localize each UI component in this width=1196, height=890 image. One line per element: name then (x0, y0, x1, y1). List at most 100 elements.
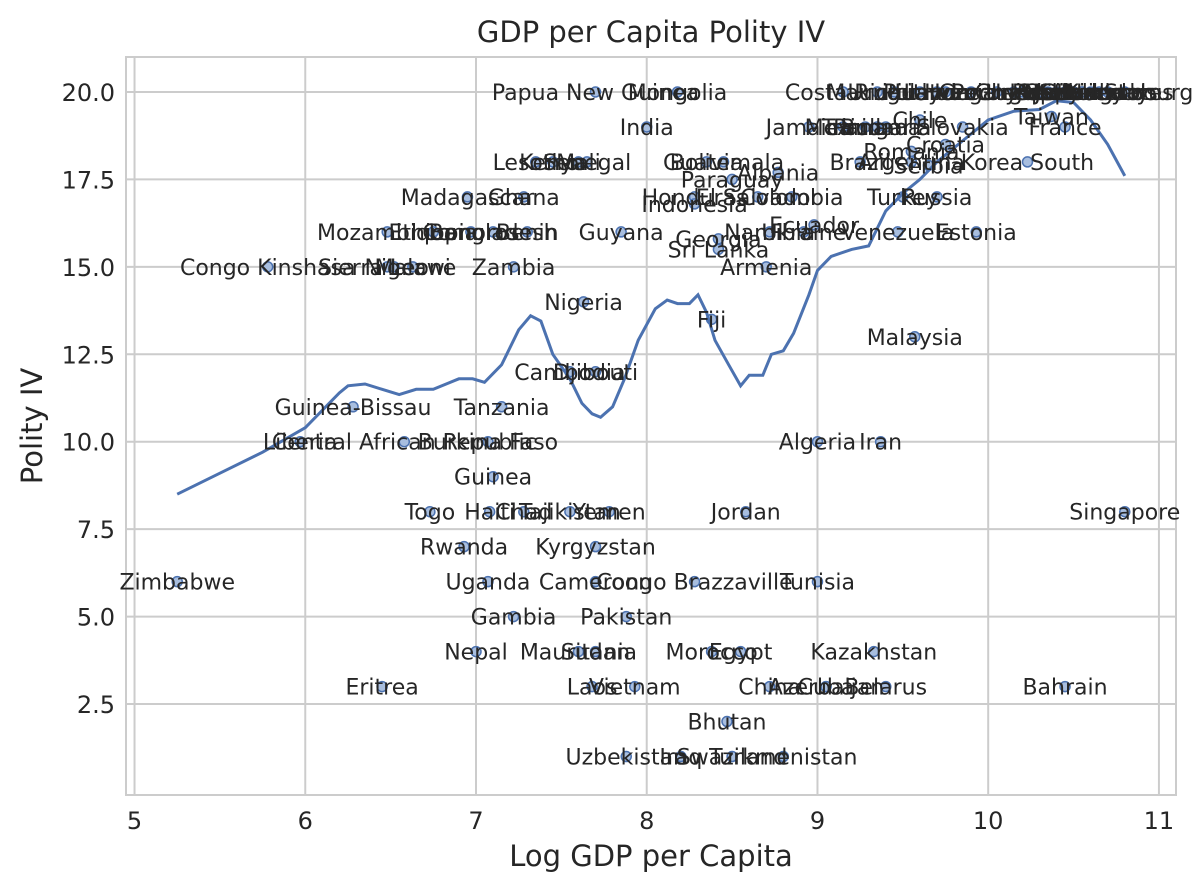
point-label: Swaziland (677, 746, 788, 771)
data-point (507, 261, 520, 273)
point-label: Ghana (488, 186, 560, 211)
data-point (820, 680, 832, 693)
point-label: Mongolia (628, 81, 728, 106)
data-point (1021, 156, 1034, 168)
point-label: Ethiopia (389, 221, 479, 246)
data-point (880, 680, 892, 693)
data-point (859, 121, 872, 133)
data-point (786, 191, 798, 203)
point-label: Namibia (724, 221, 815, 246)
data-point (572, 645, 585, 658)
data-point (1101, 86, 1114, 98)
data-point (837, 121, 849, 133)
y-tick-label: 10.0 (62, 429, 115, 457)
data-point (629, 680, 641, 693)
point-label: Fiji (697, 308, 726, 333)
data-point (688, 575, 701, 588)
point-label: Iraq (659, 746, 702, 771)
y-tick-label: 5.0 (77, 604, 115, 632)
point-label: Mozambique (317, 221, 457, 246)
data-point (407, 261, 419, 273)
point-label: Zambia (472, 256, 556, 281)
data-point (888, 86, 901, 98)
data-point (424, 505, 436, 518)
data-point (1016, 86, 1029, 98)
data-point (990, 86, 1003, 98)
point-label: Brazil (829, 151, 890, 176)
data-point (620, 610, 632, 623)
y-axis-label: Polity IV (15, 368, 49, 485)
x-tick-label: 7 (468, 807, 483, 835)
point-label: Estonia (936, 221, 1017, 246)
point-label: Armenia (720, 256, 812, 281)
point-label: Turkmenistan (708, 746, 857, 771)
data-point (347, 401, 359, 413)
point-label: Djibouti (553, 361, 638, 386)
point-label: Canada (1040, 81, 1124, 106)
point-label: Sweden (1039, 81, 1126, 106)
data-point (518, 505, 530, 518)
point-label: Uzbekistan (565, 746, 687, 771)
data-point (965, 86, 977, 98)
data-point (521, 226, 533, 238)
point-label: Bahrain (1022, 676, 1107, 701)
point-label: Ukraine (761, 221, 846, 246)
point-label: Azerbaijan (768, 676, 884, 701)
data-point (721, 715, 733, 728)
data-point (581, 156, 593, 168)
point-label: Poland (883, 81, 956, 106)
data-point (640, 121, 653, 133)
data-point (700, 156, 713, 168)
data-point (675, 750, 687, 763)
point-label: Kenya (519, 151, 586, 176)
x-tick-label: 5 (127, 807, 142, 835)
point-label: Sri Lanka (668, 238, 770, 263)
x-tick-label: 11 (1144, 807, 1175, 835)
data-point (564, 505, 576, 518)
data-point (808, 219, 820, 231)
data-point (798, 226, 810, 238)
data-point (914, 86, 926, 98)
point-label: Kazakhstan (810, 641, 937, 666)
x-axis-ticks: 5 6 7 8 9 10 11 (127, 807, 1174, 835)
data-point (483, 505, 496, 518)
point-label: Tajikistan (518, 501, 621, 526)
data-point (376, 680, 388, 693)
point-label: Benin (496, 221, 559, 246)
point-label: Yemen (572, 501, 646, 526)
data-point (171, 575, 183, 588)
data-point (905, 145, 918, 158)
point-label: Senegal (543, 151, 632, 176)
point-label: Slovakia (916, 116, 1008, 141)
data-point (705, 645, 718, 658)
data-point (398, 435, 411, 448)
data-point (931, 191, 943, 203)
point-label: Lithuania (895, 81, 997, 106)
data-point (1045, 110, 1058, 123)
point-label: Serbia (893, 154, 963, 179)
point-label: Comoros (422, 221, 519, 246)
data-point (507, 610, 520, 623)
data-point (726, 173, 738, 186)
data-point (871, 86, 883, 98)
data-point (914, 114, 926, 126)
data-point (589, 540, 602, 553)
point-label: United States (1025, 81, 1174, 106)
data-point (760, 261, 772, 273)
point-label: Ecuador (769, 214, 860, 239)
point-label: Japan (1032, 81, 1095, 106)
y-tick-label: 7.5 (77, 516, 115, 544)
data-point (763, 226, 776, 238)
data-point (1119, 505, 1131, 518)
point-label: Portugal (951, 81, 1042, 106)
point-label: Iran (859, 431, 902, 456)
data-point (671, 86, 684, 98)
point-label: Rwanda (420, 536, 508, 561)
point-label: Russia (902, 186, 973, 211)
point-label: Czech Republic (939, 81, 1107, 106)
point-label: Egypt (709, 641, 773, 666)
point-label: Costa Rica (785, 81, 901, 106)
point-label: Hungary (924, 81, 1018, 106)
point-label: Luxembourg (1056, 81, 1193, 106)
point-label: Jamaica (764, 116, 853, 141)
